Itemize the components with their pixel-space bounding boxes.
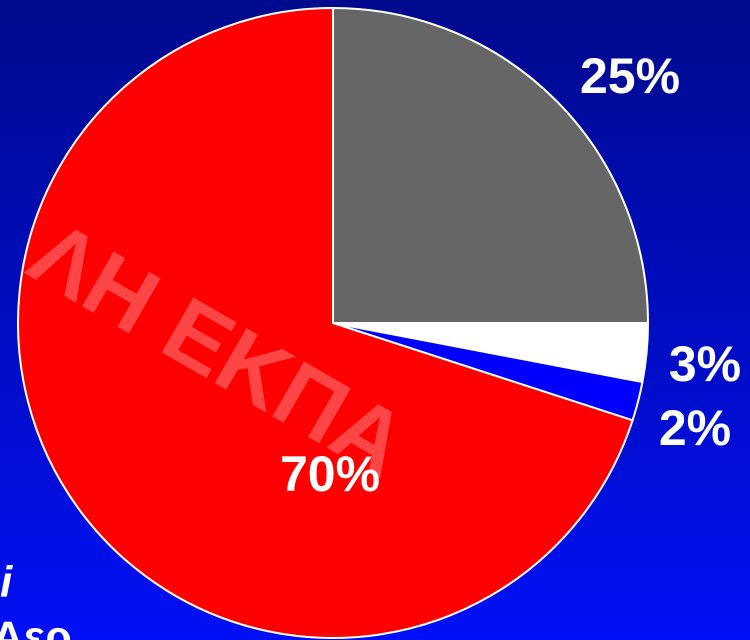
fragment-text: Αερ — [0, 613, 72, 640]
data-label: 25% — [580, 48, 680, 104]
data-label: 70% — [280, 446, 380, 502]
pie-slice — [332, 6, 650, 324]
data-label: 3% — [669, 336, 741, 392]
pie-slice — [17, 6, 634, 639]
fragment-text: i — [0, 558, 13, 607]
pie — [17, 6, 650, 639]
data-label: 2% — [659, 400, 731, 456]
